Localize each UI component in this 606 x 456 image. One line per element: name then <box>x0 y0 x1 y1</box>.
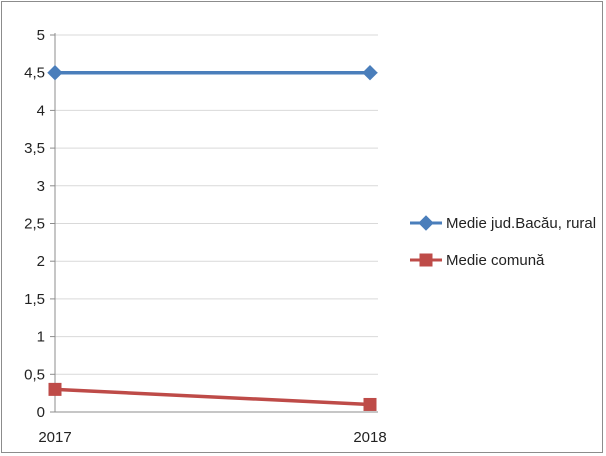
data-point <box>362 64 378 81</box>
y-tick-label: 1,5 <box>24 291 45 308</box>
series-2 <box>48 382 377 411</box>
legend-label: Medie comună <box>446 252 545 269</box>
y-tick-label: 0 <box>37 404 45 421</box>
legend-entry: Medie jud.Bacău, rural <box>410 215 596 232</box>
y-tick-label: 5 <box>37 27 45 44</box>
y-tick-label: 1 <box>37 329 45 346</box>
y-tick-label: 0,5 <box>24 366 45 383</box>
x-tick-label: 2018 <box>353 429 386 446</box>
x-tick-label: 2017 <box>38 429 71 446</box>
axes <box>50 33 378 413</box>
data-point <box>48 382 62 396</box>
y-tick-label: 2,5 <box>24 216 45 233</box>
y-tick-label: 4 <box>37 102 45 119</box>
legend-entry: Medie comună <box>410 252 545 269</box>
y-tick-label: 3 <box>37 178 45 195</box>
data-point <box>47 64 63 81</box>
legend: Medie jud.Bacău, rural Medie comună <box>410 215 596 269</box>
legend-marker <box>418 215 434 231</box>
legend-label: Medie jud.Bacău, rural <box>446 215 596 232</box>
y-tick-labels: 0 0,5 1 1,5 2 2,5 3 3,5 4 4,5 5 <box>24 27 45 421</box>
x-tick-labels: 2017 2018 <box>38 429 386 446</box>
y-tick-label: 3,5 <box>24 140 45 157</box>
series-1 <box>47 64 378 81</box>
series-line <box>53 387 372 407</box>
series <box>47 64 378 411</box>
data-point <box>363 397 377 411</box>
y-tick-label: 2 <box>37 253 45 270</box>
legend-marker <box>419 253 433 267</box>
gridlines <box>55 34 378 375</box>
y-tick-label: 4,5 <box>24 65 45 82</box>
